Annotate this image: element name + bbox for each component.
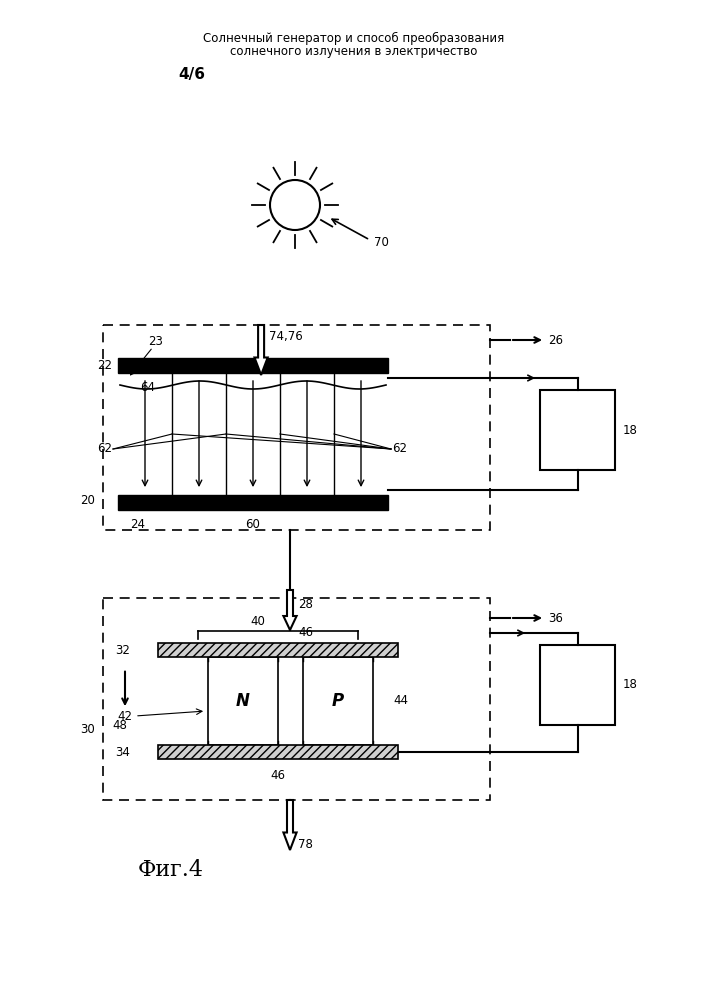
Text: 36: 36 [548,611,563,624]
Text: 74,76: 74,76 [269,330,303,343]
Text: 64: 64 [140,381,155,394]
Text: 62: 62 [392,442,407,456]
Bar [118,495,388,510]
Text: 26: 26 [548,334,563,347]
Text: 18: 18 [623,424,638,436]
Bar [208,657,278,745]
Text: 30: 30 [81,723,95,736]
Bar [103,325,490,530]
Text: 62: 62 [97,442,112,456]
Bar [158,643,398,657]
Text: N: N [236,692,250,710]
Text: Фиг.4: Фиг.4 [138,859,204,881]
Text: 24: 24 [131,518,146,531]
Text: 4/6: 4/6 [178,68,206,83]
Bar [540,645,615,725]
Bar [158,745,398,759]
FancyArrow shape [284,800,297,850]
Text: 60: 60 [245,518,260,531]
Text: 48: 48 [112,719,127,732]
Text: 22: 22 [97,359,112,372]
Bar [118,358,388,373]
Text: 70: 70 [374,235,389,248]
Text: 46: 46 [271,769,286,782]
Bar [103,598,490,800]
Text: 34: 34 [115,746,130,758]
Text: 32: 32 [115,644,130,656]
Text: 28: 28 [298,598,313,611]
Text: 40: 40 [250,615,265,628]
Text: 20: 20 [80,493,95,506]
Text: солнечного излучения в электричество: солнечного излучения в электричество [230,45,478,58]
Text: 78: 78 [298,838,313,852]
Text: P: P [332,692,344,710]
FancyArrow shape [284,590,297,630]
Bar [540,390,615,470]
Text: Солнечный генератор и способ преобразования: Солнечный генератор и способ преобразова… [204,31,505,45]
Text: 44: 44 [393,694,408,708]
Bar [303,657,373,745]
Text: 42: 42 [117,710,132,722]
Text: 18: 18 [623,678,638,692]
FancyArrow shape [255,325,268,375]
Text: 46: 46 [298,626,313,640]
Text: 23: 23 [148,335,163,348]
